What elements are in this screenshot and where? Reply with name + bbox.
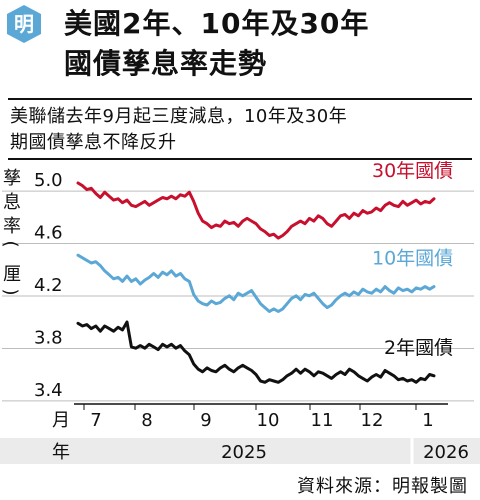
x-tick-label: 8 <box>141 410 152 431</box>
year-label: 2026 <box>423 442 469 463</box>
y-tick-label: 5.0 <box>34 170 63 191</box>
y-tick-label: 3.8 <box>34 327 63 348</box>
y-axis-label-char: ( <box>0 240 21 247</box>
title-line-2: 國債孳息率走勢 <box>64 47 268 80</box>
y-axis-label-char: ) <box>0 288 21 295</box>
y-axis-label-char: 息 <box>3 192 21 213</box>
x-tick-label: 1 <box>422 410 433 431</box>
series-label: 10年國債 <box>372 248 453 270</box>
chart-title: 美國2年、10年及30年 國債孳息率走勢 <box>64 4 369 84</box>
subtitle-line-1: 美聯儲去年9月起三度減息，10年及30年 <box>10 106 348 127</box>
x-tick-label: 12 <box>361 410 384 431</box>
year-row-label: 年 <box>52 442 70 463</box>
subtitle-line-2: 期國債孳息不降反升 <box>10 132 177 153</box>
series-label: 30年國債 <box>372 160 453 182</box>
title-line-1: 美國2年、10年及30年 <box>64 7 370 40</box>
x-tick-label: 7 <box>90 410 101 431</box>
x-tick-label: 9 <box>200 410 211 431</box>
title-divider <box>8 98 472 100</box>
y-tick-label: 4.2 <box>34 275 63 296</box>
y-axis-label-char: 厘 <box>3 264 21 285</box>
y-axis-label-char: 孳 <box>3 168 21 189</box>
year-label: 2025 <box>221 442 267 463</box>
y-tick-label: 4.6 <box>34 223 63 244</box>
x-tick-label: 10 <box>257 410 280 431</box>
year-row-background <box>0 438 480 464</box>
logo-text: 明 <box>14 12 34 36</box>
series-label: 2年國債 <box>384 337 453 359</box>
series-line <box>76 181 436 240</box>
ming-pao-logo: 明 <box>7 5 41 43</box>
series-line <box>76 253 436 313</box>
y-axis-label-char: 率 <box>3 216 21 237</box>
subtitle-divider <box>8 158 472 160</box>
month-row-label: 月 <box>52 410 70 431</box>
series-line <box>76 320 436 384</box>
x-tick-label: 11 <box>311 410 334 431</box>
chart-subtitle: 美聯儲去年9月起三度減息，10年及30年 期國債孳息不降反升 <box>10 104 470 156</box>
source-credit: 資料來源：明報製圖 <box>297 476 468 497</box>
y-tick-label: 3.4 <box>34 380 63 401</box>
